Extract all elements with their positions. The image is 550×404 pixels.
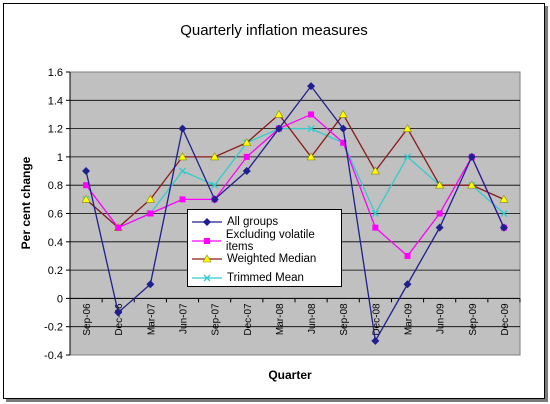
data-point — [115, 224, 122, 231]
y-tick-label: 0.8 — [48, 180, 63, 192]
chart-title: Quarterly inflation measures — [180, 22, 368, 39]
data-point — [371, 336, 380, 345]
y-tick-label: 0.4 — [48, 237, 63, 249]
x-tick-label: Jun-09 — [436, 303, 447, 334]
legend-swatch-excluding-volatile — [192, 237, 221, 244]
data-point — [371, 210, 379, 217]
data-point — [436, 210, 443, 217]
x-tick-label: Dec-08 — [371, 303, 382, 336]
legend-item: Trimmed Mean — [192, 269, 341, 288]
x-tick-label: Sep-09 — [468, 303, 479, 336]
x-tick-label: Dec-06 — [114, 303, 125, 336]
data-point — [274, 124, 283, 133]
y-tick-label: 1.6 — [48, 67, 63, 79]
data-point — [114, 308, 123, 317]
y-axis-title: Per cent change — [19, 156, 33, 250]
legend-swatch-all-groups — [192, 218, 222, 227]
data-point — [370, 166, 380, 175]
data-point — [500, 210, 508, 217]
data-point — [372, 224, 379, 231]
data-point — [145, 194, 155, 203]
data-point — [307, 125, 315, 133]
data-point — [83, 182, 90, 189]
data-point — [210, 152, 220, 161]
data-point — [179, 196, 186, 203]
data-point — [81, 194, 91, 203]
y-tick-label: 0.2 — [48, 265, 63, 277]
data-point — [179, 167, 186, 175]
data-point — [243, 153, 250, 160]
data-point — [242, 167, 251, 176]
series-line — [85, 85, 505, 343]
legend-label: All groups — [227, 216, 279, 229]
data-point — [146, 280, 155, 289]
x-axis-title: Quarter — [268, 368, 312, 382]
data-point — [339, 124, 348, 133]
data-point — [499, 223, 508, 232]
legend-item: All groups — [192, 213, 341, 232]
y-tick-label: 1.2 — [48, 124, 63, 136]
y-tick-label: 1.4 — [48, 95, 63, 107]
x-tick-label: Jun-07 — [179, 303, 190, 334]
data-point — [467, 180, 477, 189]
x-tick-label: Jun-08 — [307, 303, 318, 334]
y-tick-label: -0.4 — [44, 350, 63, 362]
data-point — [82, 167, 91, 176]
x-tick-label: Mar-09 — [404, 303, 415, 335]
series-line — [85, 127, 505, 229]
x-tick-label: Sep-07 — [211, 303, 222, 336]
data-point — [402, 123, 413, 132]
data-point — [467, 152, 476, 161]
legend-swatch-trimmed-mean — [192, 274, 222, 282]
data-point — [499, 194, 509, 203]
x-tick-label: Sep-08 — [339, 303, 350, 336]
x-tick-label: Mar-08 — [275, 303, 286, 335]
data-point — [404, 153, 411, 161]
series-line — [85, 113, 505, 229]
data-point — [274, 109, 284, 118]
data-point — [210, 195, 219, 204]
data-point — [177, 152, 188, 161]
data-point — [403, 280, 412, 289]
legend-label: Weighted Median — [227, 253, 317, 266]
data-point — [306, 152, 316, 161]
data-point — [340, 139, 347, 146]
y-tick-label: -0.2 — [44, 322, 63, 334]
data-point — [308, 111, 315, 118]
data-point — [404, 252, 411, 259]
x-tick-label: Dec-07 — [243, 303, 254, 336]
legend-swatch-weighted-median — [192, 254, 222, 263]
legend-item: Weighted Median — [192, 250, 341, 269]
y-tick-label: 1 — [57, 152, 63, 164]
legend-label: Excluding volatile items — [225, 228, 315, 253]
data-point — [435, 180, 445, 189]
series-line — [85, 113, 505, 257]
legend: All groups Excluding volatile items Weig… — [187, 209, 342, 287]
data-point — [307, 82, 316, 91]
x-tick-label: Sep-06 — [82, 303, 93, 336]
data-point — [178, 124, 187, 133]
data-point — [435, 223, 444, 232]
y-tick-label: 0 — [57, 293, 63, 305]
y-tick-label: 0.6 — [48, 209, 63, 221]
data-point — [338, 109, 348, 118]
legend-label: Trimmed Mean — [227, 271, 304, 284]
data-point — [242, 138, 252, 147]
x-tick-label: Dec-09 — [500, 303, 511, 336]
x-tick-label: Mar-07 — [146, 303, 157, 335]
legend-item: Excluding volatile items — [192, 228, 341, 253]
data-point — [211, 181, 219, 189]
data-point — [147, 210, 154, 217]
